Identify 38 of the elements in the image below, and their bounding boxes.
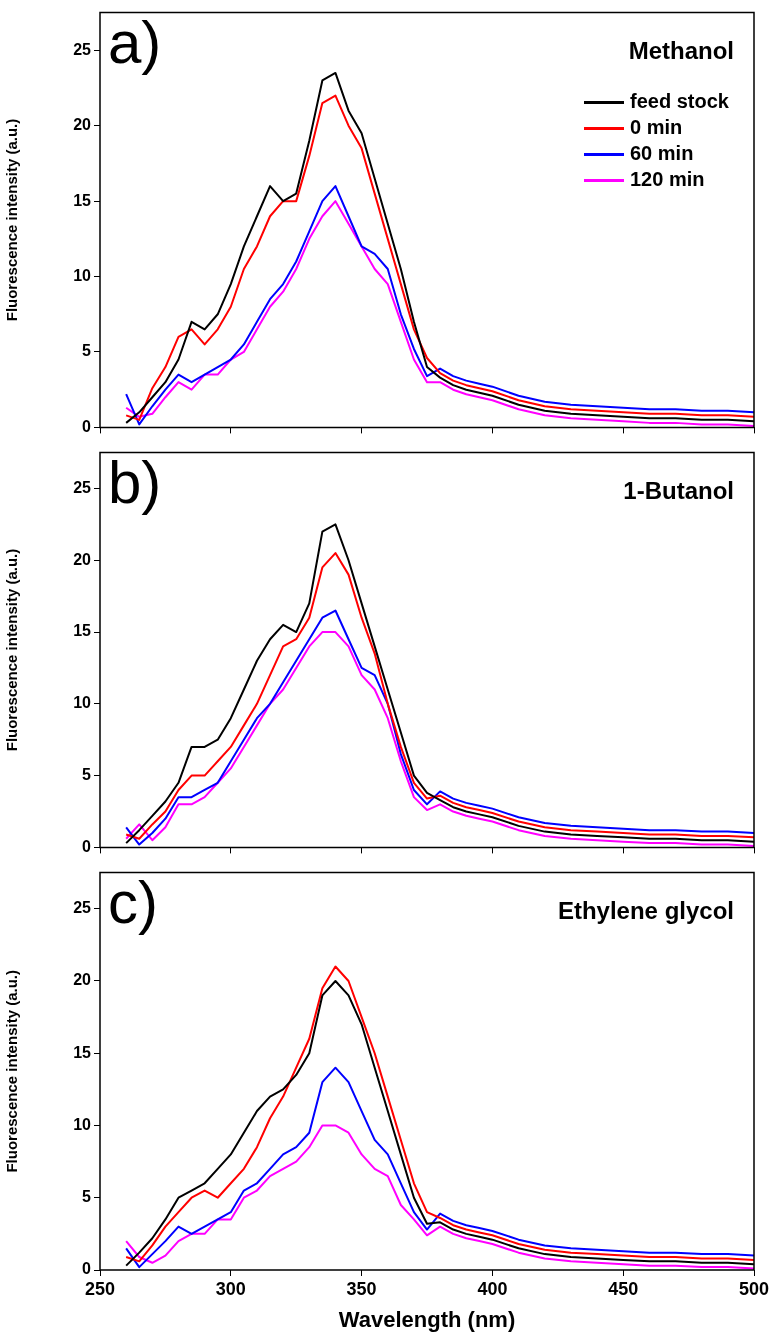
x-tick-label: 300 — [215, 1278, 246, 1299]
y-tick-label: 15 — [73, 622, 92, 640]
annotation: a) — [108, 9, 162, 77]
x-tick-label: 450 — [608, 1278, 639, 1299]
annotation: c) — [108, 869, 158, 937]
x-tick-label: 400 — [477, 1278, 508, 1299]
y-tick-label: 0 — [82, 1260, 92, 1278]
y-tick-label: 5 — [82, 766, 92, 784]
y-tick-label: 5 — [82, 342, 92, 360]
y-tick-label: 0 — [82, 837, 92, 855]
y-tick-label: 15 — [73, 191, 92, 209]
annotation: 1-Butanol — [623, 477, 734, 505]
y-tick-label: 5 — [82, 1188, 92, 1206]
legend-label: 120 min — [630, 168, 705, 191]
y-tick-label: 25 — [73, 899, 92, 917]
y-tick-label: 10 — [73, 694, 92, 712]
y-tick-label: 25 — [73, 478, 92, 496]
y-axis-title: Fluorescence intensity (a.u.) — [3, 548, 21, 752]
x-tick-label: 350 — [346, 1278, 377, 1299]
legend-label: 60 min — [630, 142, 694, 165]
annotation: b) — [108, 449, 162, 517]
y-tick-label: 15 — [73, 1043, 92, 1061]
y-tick-label: 20 — [73, 550, 92, 568]
x-tick-label: 500 — [738, 1278, 770, 1299]
y-axis-title: Fluorescence intensity (a.u.) — [3, 118, 21, 322]
y-tick-label: 20 — [73, 971, 92, 989]
y-axis-title: Fluorescence intensity (a.u.) — [3, 970, 21, 1173]
y-tick-label: 0 — [82, 417, 92, 435]
annotation: Ethylene glycol — [557, 897, 734, 925]
y-tick-label: 20 — [73, 116, 92, 134]
legend-label: feed stock — [630, 90, 730, 113]
x-tick-label: 250 — [84, 1278, 116, 1299]
y-tick-label: 10 — [73, 266, 92, 284]
y-tick-label: 25 — [73, 40, 92, 58]
legend-label: 0 min — [630, 116, 683, 139]
y-tick-label: 10 — [73, 1115, 92, 1133]
annotation: Methanol — [628, 37, 734, 65]
x-axis-title: Wavelength (nm) — [338, 1306, 516, 1332]
